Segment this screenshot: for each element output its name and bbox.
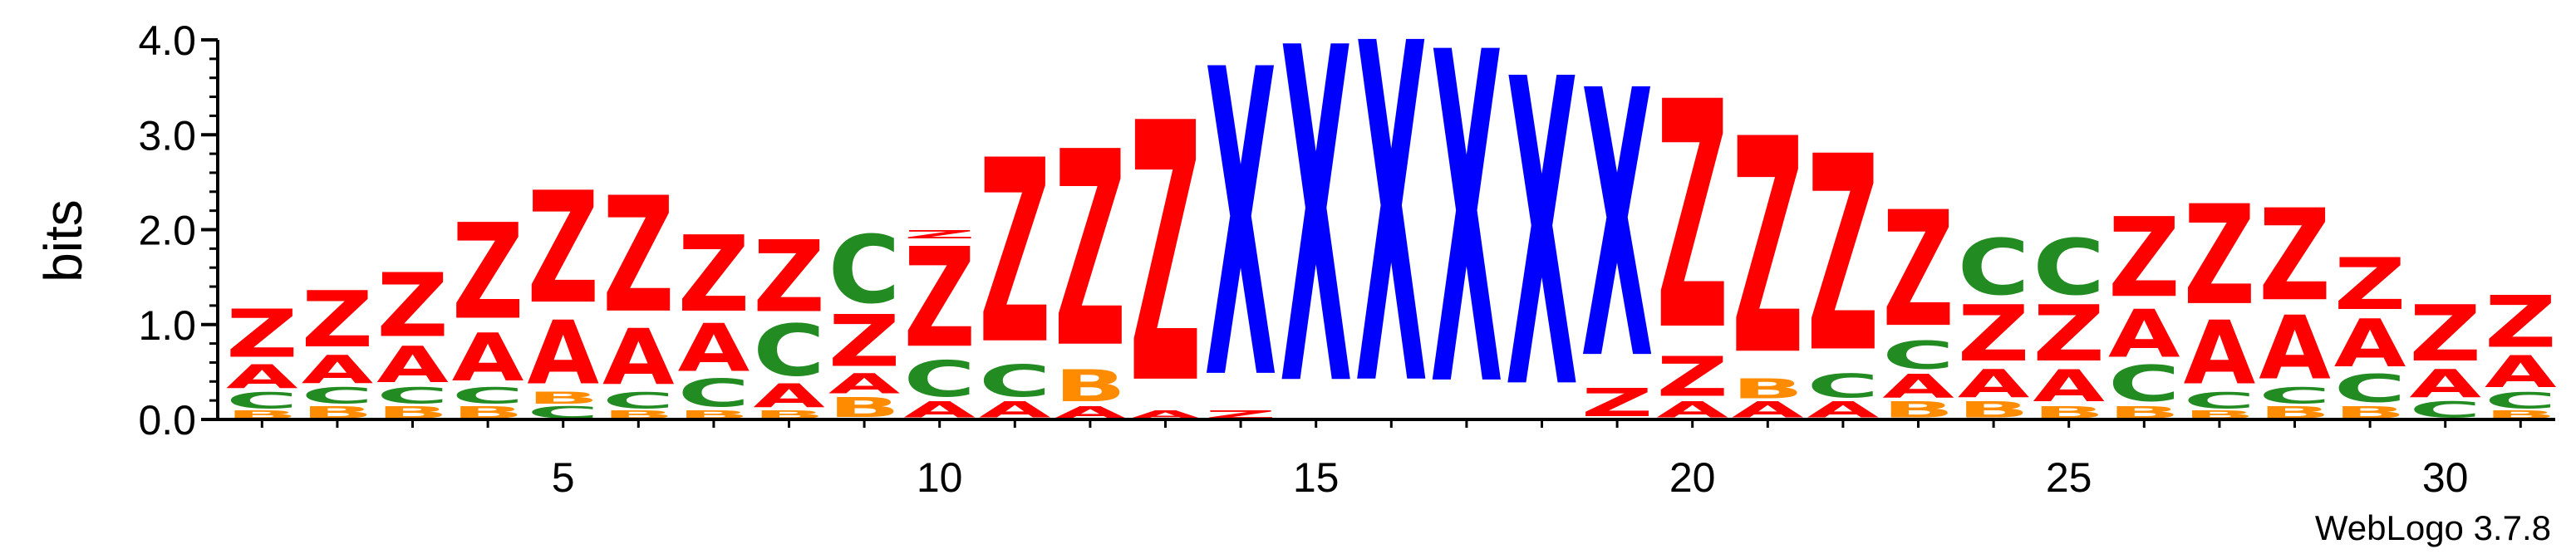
logo-letter-c: C <box>1958 223 2030 312</box>
logo-letter-b: B <box>2259 403 2331 422</box>
logo-letter-a: A <box>2409 362 2481 406</box>
logo-letter-b: B <box>2108 403 2180 422</box>
logo-letter-c: C <box>527 403 599 422</box>
logo-letter-x: X <box>1205 0 1277 473</box>
ticks: 0.0 1.0 2.0 3.0 4.0 5 10 15 20 25 30 <box>138 17 2522 501</box>
logo-letter-z: Z <box>1656 345 1728 409</box>
logo-letter-z: Z <box>376 254 449 357</box>
x-tick-label: 15 <box>1293 454 1340 501</box>
logo-letter-z: Z <box>2334 243 2406 326</box>
logo-letter-x: X <box>1355 0 1428 489</box>
logo-letter-c: C <box>2485 388 2557 414</box>
logo-letter-c: C <box>903 351 976 408</box>
logo-letter-a: A <box>753 376 825 414</box>
logo-letter-a: A <box>376 336 449 394</box>
logo-letter-c: C <box>452 383 524 409</box>
logo-letter-z: Z <box>2108 194 2180 322</box>
logo-letter-a: A <box>527 302 599 404</box>
y-tick-label: 3.0 <box>138 112 196 159</box>
logo-letter-a: A <box>1054 403 1127 422</box>
logo-letter-a: A <box>828 368 901 400</box>
x-tick-label: 20 <box>1669 454 1716 501</box>
logo-letter-a: A <box>2485 346 2557 398</box>
logo-letter-b: B <box>376 403 449 422</box>
logo-letter-z: Z <box>2259 183 2331 330</box>
logo-letter-c: C <box>979 355 1051 407</box>
logo-letter-z: Z <box>979 107 1051 400</box>
logo-letter-z: Z <box>2184 175 2256 335</box>
logo-letter-b: B <box>2033 403 2105 422</box>
logo-letter-z: Z <box>903 218 976 378</box>
logo-letter-z: Z <box>1958 290 2030 379</box>
y-tick-label: 2.0 <box>138 208 196 254</box>
logo-letter-z: Z <box>452 197 524 350</box>
logo-letter-a: A <box>302 348 374 392</box>
logo-letter-c: C <box>226 388 298 414</box>
logo-letter-c: C <box>1882 334 1954 379</box>
logo-letter-z: Z <box>302 276 374 365</box>
logo-letter-b: B <box>2334 403 2406 422</box>
logo-letter-z: Z <box>1656 36 1728 400</box>
logo-letter-a: A <box>226 357 298 395</box>
logo-letter-z: Z <box>602 163 675 348</box>
logo-letter-c: C <box>753 310 825 393</box>
logo-letter-z: Z <box>678 213 750 335</box>
logo-letter-z: Z <box>1882 178 1954 363</box>
logo-letter-a: A <box>452 320 524 396</box>
logo-letter-c: C <box>828 216 901 325</box>
x-tick-label: 25 <box>2046 454 2092 501</box>
logo-letter-x: X <box>1581 15 1654 442</box>
logo-letter-a: A <box>602 314 675 403</box>
logo-letter-a: A <box>2033 360 2105 412</box>
x-tick-label: 10 <box>917 454 963 501</box>
logo-letter-z: Z <box>903 228 976 241</box>
logo-letter-b: B <box>1054 360 1127 411</box>
logo-letter-z: Z <box>527 159 599 338</box>
logo-letter-z: Z <box>828 300 901 383</box>
logo-letter-c: C <box>678 371 750 416</box>
logo-letter-z: Z <box>753 220 825 336</box>
logo-letter-x: X <box>1280 0 1352 488</box>
logo-letter-x: X <box>1506 0 1578 482</box>
logo-letter-b: B <box>452 403 524 422</box>
logo-letter-c: C <box>2184 388 2256 414</box>
logo-letter-c: C <box>2108 355 2180 413</box>
logo-letter-a: A <box>678 310 750 386</box>
logo-letter-a: A <box>2259 297 2331 400</box>
x-tick-label: 30 <box>2422 454 2469 501</box>
logo-letter-a: A <box>1882 367 1954 405</box>
weblogo-credit: WebLogo 3.7.8 <box>2315 508 2551 547</box>
y-tick-label: 4.0 <box>138 17 196 64</box>
logo-letter-z: Z <box>2485 281 2557 364</box>
logo-letter-a: A <box>2334 305 2406 381</box>
logo-letter-a: A <box>1958 362 2030 406</box>
y-tick-label: 0.0 <box>138 397 196 444</box>
logo-letter-c: C <box>1807 367 1880 405</box>
logo-letter-b: B <box>302 403 374 422</box>
logo-letter-z: Z <box>1807 101 1880 412</box>
logo-letter-z: Z <box>1129 49 1202 463</box>
logo-letter-a: A <box>2108 296 2180 372</box>
logo-letter-x: X <box>1431 0 1503 488</box>
logo-letter-c: C <box>2033 223 2105 312</box>
logo-letter-c: C <box>302 383 374 409</box>
logo-letter-c: C <box>2259 383 2331 409</box>
logo-glyphs: BCAZBCAZBCAZBCAZCBAZBCAZBCAZBACZBAZCACZZ… <box>226 0 2557 489</box>
logo-letter-c: C <box>376 383 449 409</box>
logo-letter-z: Z <box>2033 290 2105 379</box>
logo-letter-a: A <box>2184 302 2256 404</box>
logo-letter-z: Z <box>1054 96 1127 407</box>
logo-letter-b: B <box>1732 372 1804 404</box>
y-tick-label: 1.0 <box>138 302 196 349</box>
logo-letter-c: C <box>602 388 675 414</box>
logo-letter-z: Z <box>226 296 298 372</box>
logo-letter-b: B <box>527 389 599 408</box>
logo-letter-z: Z <box>2409 290 2481 379</box>
logo-letter-c: C <box>2334 367 2406 412</box>
x-tick-label: 5 <box>552 454 575 501</box>
logo-letter-z: Z <box>1732 76 1804 421</box>
y-axis-label: bits <box>33 199 93 282</box>
